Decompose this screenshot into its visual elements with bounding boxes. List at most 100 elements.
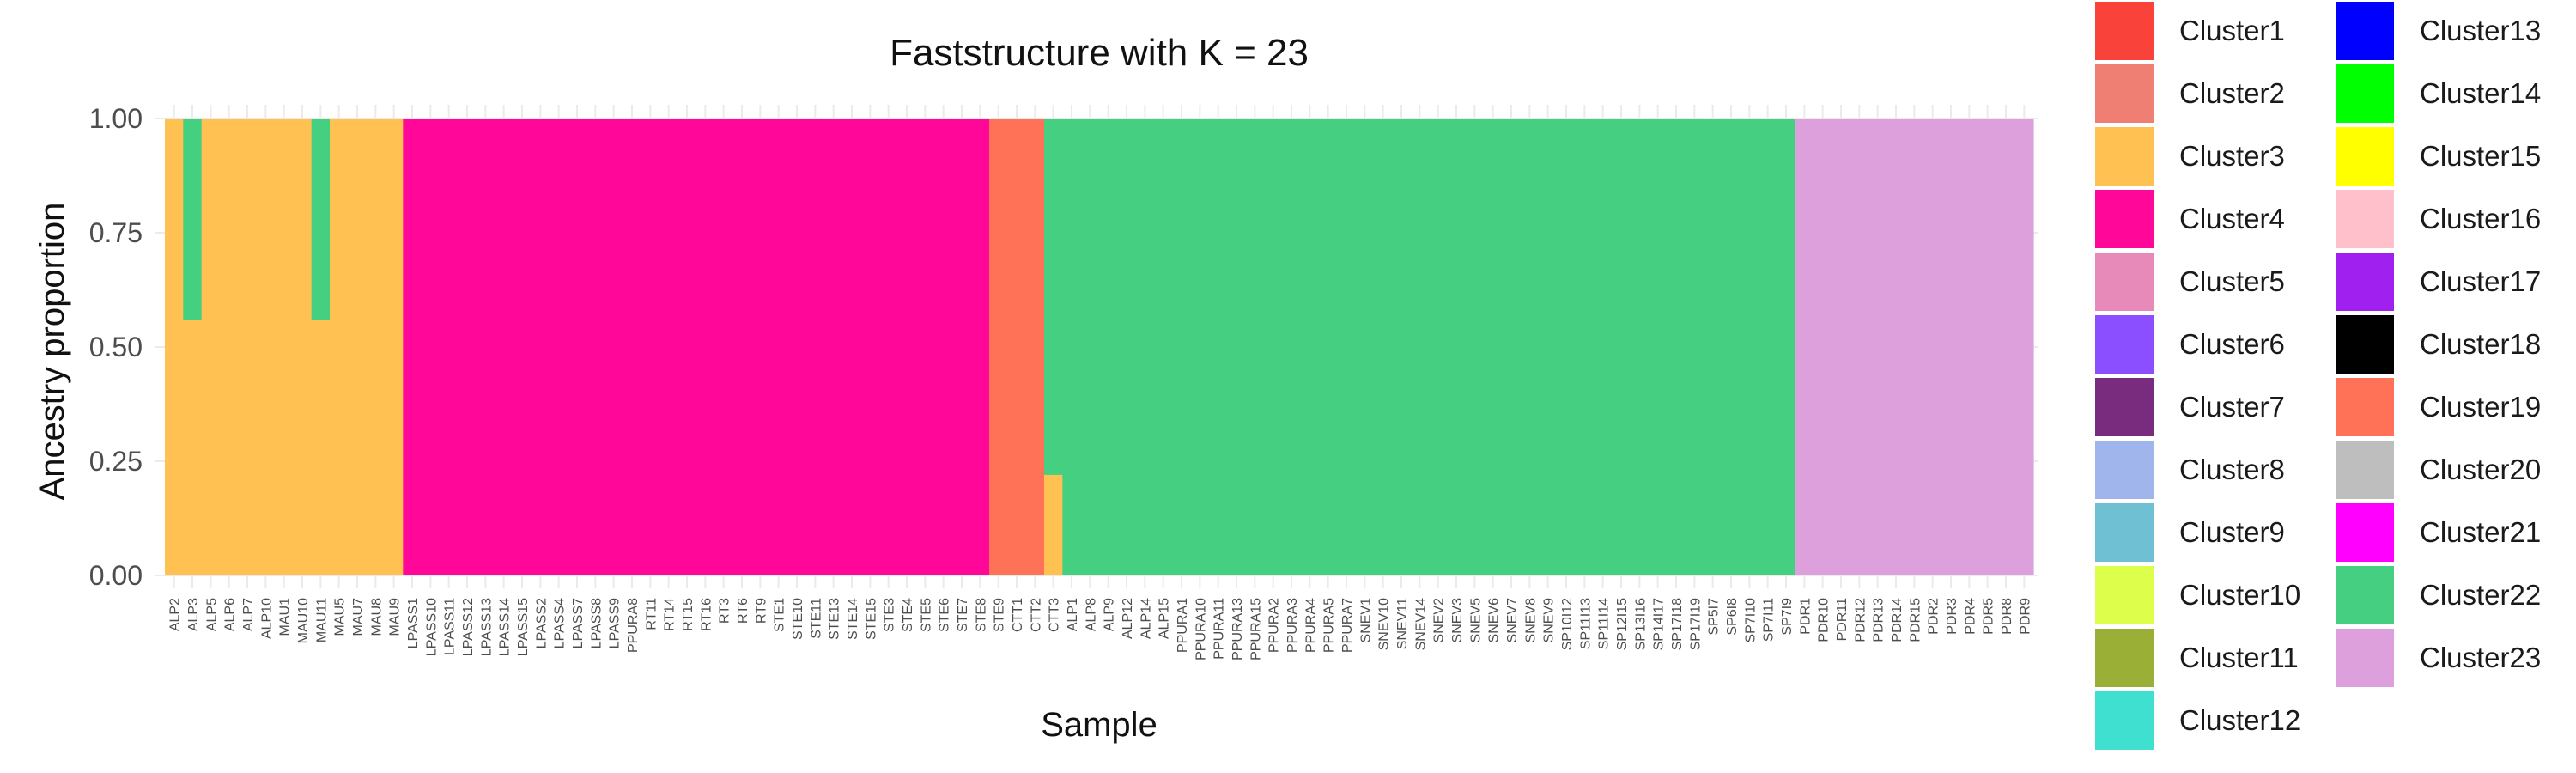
- legend-item: Cluster9: [2095, 503, 2285, 562]
- x-tick-label: PPURA10: [1194, 598, 1208, 660]
- bar-segment: [293, 119, 313, 575]
- bar-segment: [842, 119, 862, 575]
- bar-segment: [1300, 119, 1320, 575]
- x-tick-label: PPURA2: [1267, 598, 1282, 653]
- legend-swatch: [2336, 441, 2394, 499]
- legend-item: Cluster6: [2095, 315, 2285, 374]
- x-tick-label: RT11: [644, 598, 659, 630]
- x-tick-label: SP12I15: [1615, 598, 1630, 650]
- x-tick-label: PPURA5: [1322, 598, 1337, 653]
- bar-segment: [1539, 119, 1558, 575]
- legend-swatch: [2095, 2, 2154, 60]
- legend-label: Cluster16: [2420, 203, 2542, 234]
- bar-segment: [860, 119, 880, 575]
- bar-segment: [311, 320, 331, 575]
- bar-segment: [1227, 119, 1247, 575]
- x-tick-label: ALP8: [1084, 598, 1098, 631]
- x-tick-label: LPASS9: [608, 598, 623, 648]
- bar-segment: [1520, 119, 1540, 575]
- bar-segment: [1557, 119, 1577, 575]
- legend-item: Cluster21: [2336, 503, 2541, 562]
- legend-swatch: [2336, 566, 2394, 624]
- legend-swatch: [2095, 127, 2154, 186]
- bar-segment: [934, 119, 953, 575]
- bar-segment: [1245, 119, 1265, 575]
- bar-segment: [1355, 119, 1375, 575]
- x-tick-label: PPURA4: [1303, 598, 1318, 653]
- x-tick-label: STE8: [974, 598, 988, 632]
- x-tick-label: ALP3: [186, 598, 201, 631]
- x-tick-label: PPURA3: [1285, 598, 1300, 653]
- legend-label: Cluster19: [2420, 391, 2542, 423]
- x-tick-label: SP5I7: [1707, 598, 1722, 636]
- x-tick-label: ALP9: [1103, 598, 1117, 631]
- bar-segment: [1044, 119, 1063, 475]
- legend-item: Cluster20: [2336, 441, 2541, 499]
- legend-label: Cluster2: [2179, 77, 2285, 109]
- x-tick-label: RT3: [718, 598, 732, 624]
- bar-segment: [989, 119, 1008, 575]
- bar-segment: [531, 119, 550, 575]
- legend-label: Cluster12: [2179, 704, 2301, 736]
- bar-stacks: [165, 119, 2034, 575]
- legend-label: Cluster18: [2420, 328, 2542, 360]
- x-tick-label: PPURA13: [1230, 598, 1245, 660]
- legend-item: Cluster22: [2336, 566, 2541, 624]
- bar-segment: [750, 119, 770, 575]
- x-tick-label: PDR1: [1798, 598, 1813, 635]
- x-tick-label: PDR11: [1835, 598, 1850, 641]
- y-axis-title: Ancestry proportion: [33, 203, 71, 501]
- y-tick-label: 0.75: [89, 217, 143, 248]
- bar-segment: [238, 119, 258, 575]
- x-tick-label: SNEV6: [1487, 598, 1502, 643]
- x-tick-label: LPASS10: [424, 598, 439, 656]
- bar-segment: [1814, 119, 1832, 575]
- x-tick-label: LPASS1: [406, 598, 421, 648]
- x-tick-label: STE9: [993, 598, 1007, 632]
- bar-segment: [201, 119, 221, 575]
- x-tick-label: PDR8: [2000, 598, 2014, 635]
- legend-label: Cluster22: [2420, 579, 2542, 611]
- bar-segment: [586, 119, 605, 575]
- bar-segment: [1392, 119, 1412, 575]
- bar-segment: [1868, 119, 1887, 575]
- x-tick-label: SNEV7: [1505, 598, 1520, 643]
- bar-segment: [1484, 119, 1503, 575]
- x-tick-label: STE3: [883, 598, 897, 632]
- bar-segment: [1502, 119, 1522, 575]
- x-tick-label: STE1: [773, 598, 787, 632]
- x-tick-label: LPASS2: [534, 598, 549, 648]
- bar-segment: [1996, 119, 2016, 575]
- x-tick-label: STE10: [791, 598, 805, 640]
- x-tick-label: STE15: [864, 598, 878, 640]
- bar-segment: [1612, 119, 1631, 575]
- bar-segment: [696, 119, 715, 575]
- x-tick-label: MAU7: [351, 598, 366, 636]
- legend-item: Cluster19: [2336, 378, 2541, 436]
- legend-item: Cluster4: [2095, 190, 2285, 248]
- legend-swatch: [2336, 190, 2394, 248]
- bar-segment: [1410, 119, 1430, 575]
- legend-label: Cluster10: [2179, 579, 2301, 611]
- bar-segment: [605, 119, 623, 575]
- bar-segment: [915, 119, 935, 575]
- x-tick-label: PPURA11: [1212, 598, 1227, 660]
- x-axis: ALP2 ALP3 ALP5 ALP6 ALP7 ALP10 MAU1 MAU10 MAU11 M…: [168, 598, 2033, 660]
- bar-segment: [1941, 119, 1961, 575]
- bar-segment: [1923, 119, 1942, 575]
- x-tick-label: SNEV1: [1358, 598, 1373, 643]
- legend-label: Cluster9: [2179, 516, 2285, 548]
- bar-segment: [1759, 119, 1777, 575]
- legend-item: Cluster10: [2095, 566, 2300, 624]
- bar-segment: [1135, 119, 1155, 575]
- legend-item: Cluster13: [2336, 2, 2541, 60]
- x-tick-label: LPASS12: [461, 598, 476, 656]
- bar-segment: [275, 119, 294, 575]
- x-tick-label: LPASS8: [589, 598, 604, 648]
- x-tick-label: STE13: [828, 598, 842, 640]
- x-tick-label: MAU8: [369, 598, 384, 636]
- legend-item: Cluster3: [2095, 127, 2285, 186]
- bar-segment: [824, 119, 843, 575]
- bar-segment: [677, 119, 697, 575]
- bar-segment: [1594, 119, 1613, 575]
